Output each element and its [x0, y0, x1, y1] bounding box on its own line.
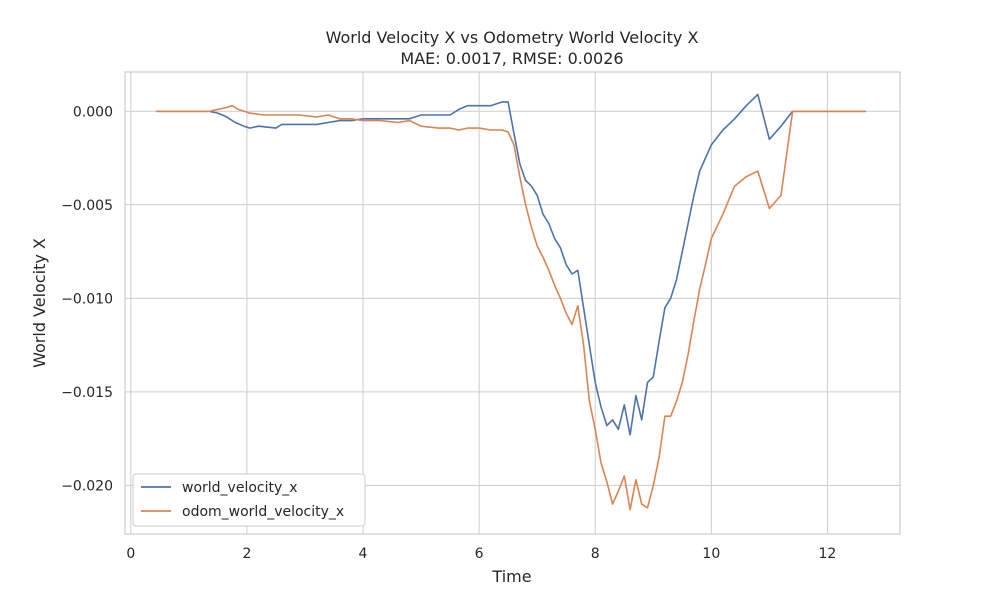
y-tick-label: −0.015: [61, 385, 113, 401]
x-tick-label: 6: [475, 546, 484, 562]
series-line-world-velocity-x: [156, 93, 867, 436]
x-tick-label: 8: [591, 546, 600, 562]
series-layer: [156, 93, 867, 511]
chart-subtitle: MAE: 0.0017, RMSE: 0.0026: [400, 49, 623, 68]
x-tick-label: 10: [702, 546, 720, 562]
grid-y: [125, 110, 900, 486]
x-tick-label: 2: [242, 546, 251, 562]
legend: world_velocity_x odom_world_velocity_x: [132, 473, 366, 527]
legend-label-odom-world-velocity-x: odom_world_velocity_x: [182, 504, 344, 520]
x-tick-labels: 0 2 4 6 8 10 12: [126, 546, 836, 562]
y-tick-label: −0.010: [61, 291, 113, 307]
x-tick-label: 12: [819, 546, 837, 562]
y-tick-label: 0.000: [73, 104, 113, 120]
x-tick-label: 0: [126, 546, 135, 562]
y-axis-label: World Velocity X: [30, 238, 49, 368]
plot-area: [125, 72, 900, 534]
plot-frame: [124, 71, 901, 535]
series-line-odom-world-velocity-x: [156, 104, 867, 511]
y-tick-label: −0.020: [61, 478, 113, 494]
x-tick-label: 4: [359, 546, 368, 562]
x-axis-label: Time: [491, 567, 531, 586]
y-tick-label: −0.005: [61, 198, 113, 214]
grid-x: [130, 72, 828, 534]
legend-box: [132, 473, 366, 527]
y-tick-labels: 0.000 −0.005 −0.010 −0.015 −0.020: [61, 104, 113, 494]
legend-label-world-velocity-x: world_velocity_x: [182, 480, 298, 496]
chart-title: World Velocity X vs Odometry World Veloc…: [326, 28, 699, 47]
